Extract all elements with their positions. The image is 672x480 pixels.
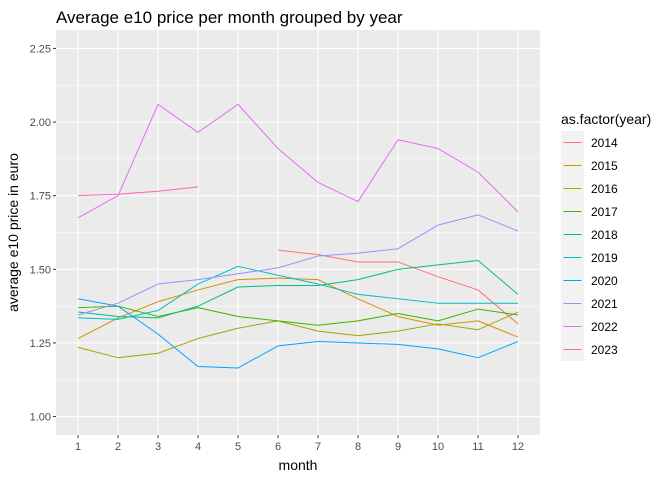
grid-major (56, 30, 540, 435)
series-line-2019 (77, 265, 518, 320)
legend-label-2021: 2021 (591, 297, 618, 311)
y-axis: 1.00 1.25 1.50 1.75 2.00 2.25 (30, 43, 56, 424)
legend-label-2022: 2022 (591, 320, 618, 334)
legend: as.factor(year) 2014 2015 2016 2017 2018 2019… (561, 111, 651, 361)
legend-label-2019: 2019 (591, 251, 618, 265)
x-tick-label: 7 (315, 441, 321, 453)
y-tick-label: 1.75 (30, 191, 51, 203)
y-tick-label: 1.50 (30, 264, 51, 276)
series-line-2017 (77, 305, 519, 326)
legend-label-2020: 2020 (591, 274, 618, 288)
x-tick-label: 8 (355, 441, 361, 453)
legend-label-2023: 2023 (591, 343, 618, 357)
x-tick-label: 12 (512, 441, 524, 453)
series-layer (77, 103, 519, 369)
legend-label-2015: 2015 (591, 159, 618, 173)
chart-title: Average e10 price per month grouped by y… (56, 8, 403, 27)
series-line-2023 (77, 186, 199, 197)
x-tick-label: 6 (275, 441, 281, 453)
x-axis-title: month (279, 457, 318, 473)
y-tick-label: 2.25 (30, 43, 51, 55)
x-tick-label: 11 (472, 441, 483, 453)
series-line-2016 (77, 311, 519, 359)
series-line-2022 (77, 103, 519, 219)
grid-minor (56, 84, 540, 381)
legend-label-2018: 2018 (591, 228, 618, 242)
y-axis-title: average e10 price in euro (5, 153, 21, 312)
x-tick-label: 4 (195, 441, 201, 453)
legend-label-2014: 2014 (591, 136, 618, 150)
series-line-2020 (77, 298, 519, 369)
series-line-2014 (277, 249, 519, 325)
legend-label-2017: 2017 (591, 205, 618, 219)
y-tick-label: 2.00 (30, 117, 51, 129)
series-line-2018 (77, 259, 519, 319)
x-tick-label: 2 (115, 441, 121, 453)
x-tick-label: 3 (155, 441, 161, 453)
legend-title: as.factor(year) (561, 111, 651, 127)
x-axis: 1 2 3 4 5 6 7 8 9 10 11 12 (75, 435, 524, 453)
x-tick-label: 10 (432, 441, 444, 453)
y-tick-label: 1.00 (30, 412, 51, 424)
series-line-2021 (77, 214, 519, 316)
x-tick-label: 1 (75, 441, 81, 453)
x-tick-label: 5 (235, 441, 241, 453)
y-tick-label: 1.25 (30, 338, 51, 350)
legend-label-2016: 2016 (591, 182, 618, 196)
x-tick-label: 9 (395, 441, 401, 453)
